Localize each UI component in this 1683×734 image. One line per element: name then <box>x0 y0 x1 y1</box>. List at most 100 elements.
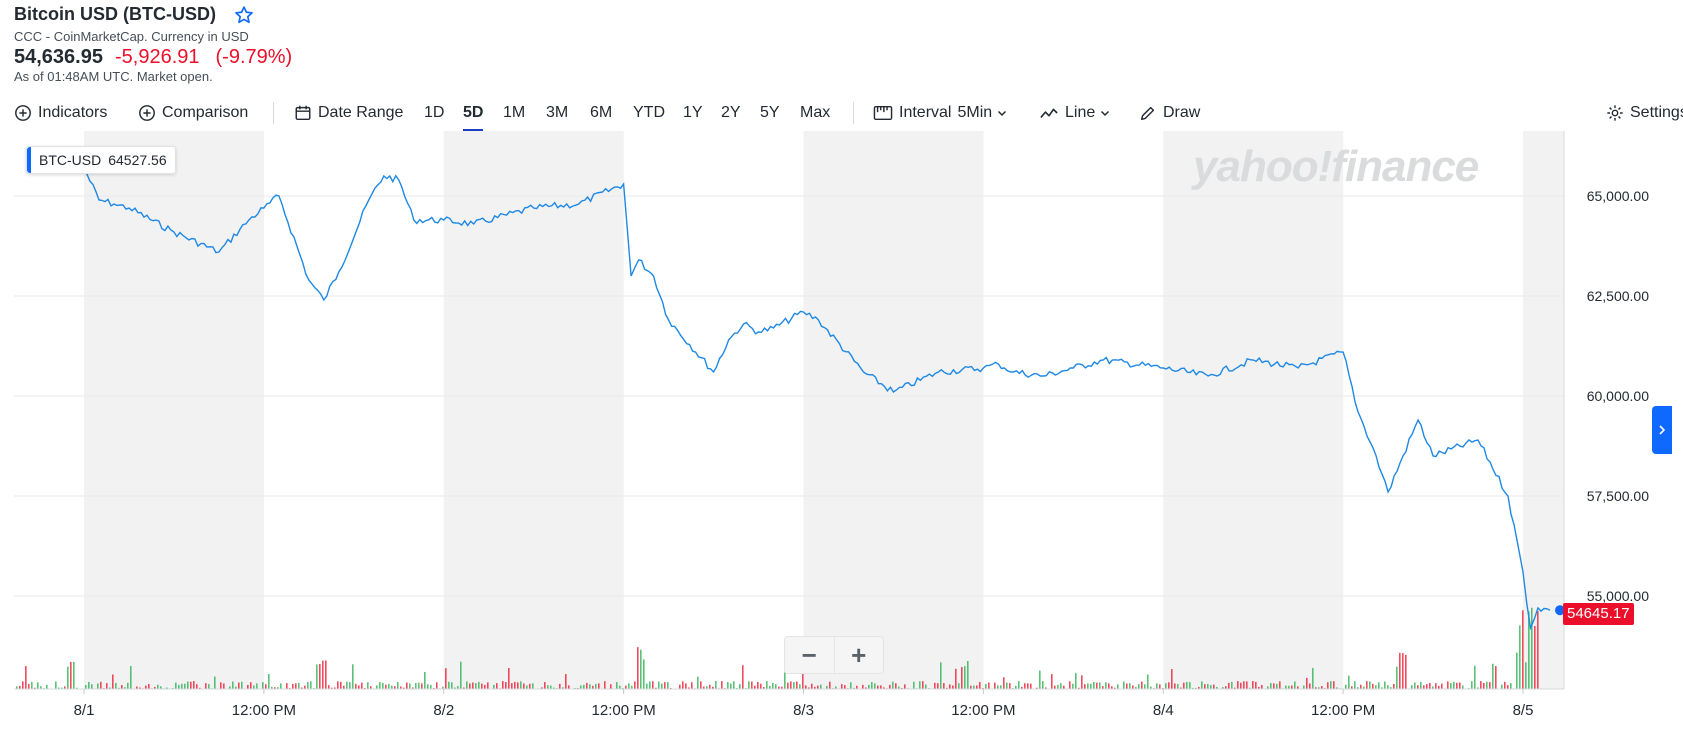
volume-bar <box>877 685 879 689</box>
volume-bar <box>1129 683 1131 689</box>
volume-bar <box>1021 686 1023 689</box>
volume-bar <box>1246 681 1248 689</box>
indicators-button[interactable]: Indicators <box>14 100 107 126</box>
volume-bar <box>769 686 771 689</box>
volume-bar <box>352 664 354 689</box>
volume-bar <box>553 687 555 689</box>
draw-button[interactable]: Draw <box>1139 100 1200 126</box>
volume-bar <box>1522 610 1524 689</box>
volume-bar <box>1096 682 1098 689</box>
volume-bar <box>637 647 639 689</box>
volume-bar <box>298 682 300 689</box>
zoom-out-button[interactable]: − <box>785 637 835 673</box>
volume-bar <box>595 683 597 689</box>
volume-bar <box>136 686 138 689</box>
day-shade <box>84 131 264 689</box>
volume-bar <box>1204 684 1206 689</box>
volume-bar <box>634 681 636 689</box>
expand-panel-button[interactable] <box>1652 406 1672 454</box>
volume-bar <box>322 660 324 689</box>
y-tick-label: 57,500.00 <box>1587 488 1649 504</box>
volume-bar <box>1294 681 1296 689</box>
volume-bar <box>514 681 516 689</box>
volume-bar <box>808 687 810 689</box>
volume-bar <box>109 687 111 689</box>
gear-icon <box>1607 105 1623 121</box>
volume-bar <box>946 687 948 689</box>
volume-bar <box>874 683 876 689</box>
volume-bar <box>739 684 741 689</box>
comparison-button[interactable]: Comparison <box>138 100 248 126</box>
volume-bar <box>1351 686 1353 689</box>
volume-bar <box>1360 684 1362 689</box>
interval-dropdown[interactable]: Interval 5Min <box>873 100 1013 126</box>
volume-bar <box>1312 667 1314 689</box>
volume-bar <box>1438 686 1440 689</box>
volume-bar <box>1087 683 1089 689</box>
volume-bar <box>274 687 276 689</box>
line-type-dropdown[interactable]: Line <box>1039 100 1116 126</box>
zoom-in-button[interactable]: + <box>851 639 867 670</box>
volume-bar <box>55 681 57 689</box>
volume-bar <box>1402 653 1404 689</box>
range-5d[interactable]: 5D <box>463 100 484 132</box>
volume-bar <box>409 683 411 689</box>
volume-bar <box>1036 687 1038 689</box>
range-2y[interactable]: 2Y <box>721 104 741 121</box>
volume-bar <box>1333 681 1335 689</box>
volume-bar <box>691 682 693 689</box>
volume-bar <box>1174 683 1176 689</box>
volume-bar <box>199 687 201 689</box>
volume-bar <box>709 684 711 689</box>
volume-bar <box>1081 675 1083 689</box>
volume-bar <box>1537 611 1539 689</box>
volume-bar <box>454 687 456 689</box>
volume-bar <box>583 684 585 689</box>
volume-bar <box>766 681 768 689</box>
range-1m[interactable]: 1M <box>503 104 526 121</box>
volume-bar <box>1426 684 1428 689</box>
star-icon[interactable] <box>234 5 254 25</box>
range-max[interactable]: Max <box>800 104 831 121</box>
volume-bar <box>337 681 339 689</box>
volume-bar <box>19 685 21 689</box>
volume-bar <box>559 683 561 689</box>
volume-bar <box>628 683 630 689</box>
volume-bar <box>1306 677 1308 689</box>
volume-bar <box>1462 685 1464 689</box>
volume-bar <box>241 681 243 689</box>
settings-button[interactable]: Settings <box>1606 100 1683 126</box>
range-3m[interactable]: 3M <box>546 104 569 121</box>
volume-bar <box>139 687 141 689</box>
volume-bar <box>604 681 606 689</box>
volume-bar <box>619 685 621 689</box>
volume-bar <box>715 681 717 689</box>
volume-bar <box>247 684 249 689</box>
volume-bar <box>427 684 429 689</box>
price-chart[interactable]: 65,000.00 62,500.00 60,000.00 57,500.00 55,0… <box>0 131 1683 734</box>
volume-bar <box>682 681 684 689</box>
volume-bar <box>1528 611 1530 689</box>
volume-bar <box>751 681 753 689</box>
range-ytd[interactable]: YTD <box>633 104 665 121</box>
volume-bar <box>190 681 192 689</box>
volume-bar <box>688 687 690 689</box>
range-1d[interactable]: 1D <box>424 104 445 121</box>
volume-bar <box>712 686 714 689</box>
volume-bar <box>706 686 708 689</box>
tooltip-value: 64527.56 <box>108 152 167 168</box>
date-range-button[interactable]: Date Range <box>294 100 403 126</box>
volume-bar <box>85 685 87 689</box>
volume-bar <box>1222 687 1224 689</box>
volume-bar <box>1288 685 1290 689</box>
range-1y[interactable]: 1Y <box>683 104 703 121</box>
volume-bar <box>1108 683 1110 689</box>
volume-bar <box>862 684 864 689</box>
volume-bar <box>175 682 177 689</box>
volume-bar <box>625 685 627 689</box>
range-6m[interactable]: 6M <box>590 104 613 121</box>
volume-bar <box>1030 683 1032 689</box>
range-5y[interactable]: 5Y <box>760 104 780 121</box>
volume-bar <box>358 685 360 689</box>
toolbar-divider <box>853 102 854 124</box>
